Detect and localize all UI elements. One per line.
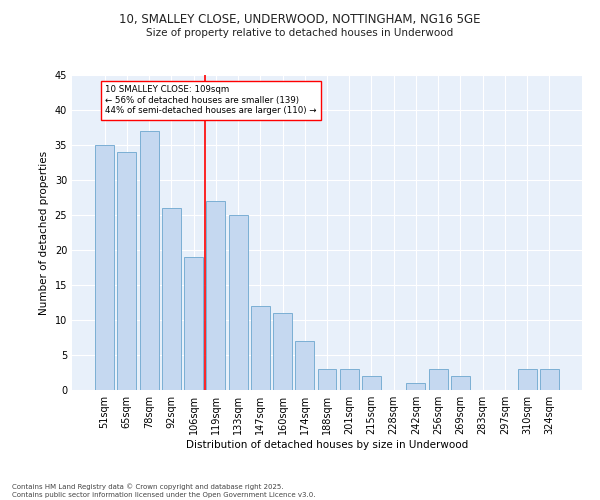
Bar [118, 152, 136, 390]
Bar [251, 306, 270, 390]
Bar [229, 215, 248, 390]
Bar [362, 376, 381, 390]
Bar [540, 369, 559, 390]
Bar [518, 369, 536, 390]
Text: Size of property relative to detached houses in Underwood: Size of property relative to detached ho… [146, 28, 454, 38]
X-axis label: Distribution of detached houses by size in Underwood: Distribution of detached houses by size … [186, 440, 468, 450]
Text: 10, SMALLEY CLOSE, UNDERWOOD, NOTTINGHAM, NG16 5GE: 10, SMALLEY CLOSE, UNDERWOOD, NOTTINGHAM… [119, 12, 481, 26]
Bar [340, 369, 359, 390]
Bar [295, 341, 314, 390]
Y-axis label: Number of detached properties: Number of detached properties [39, 150, 49, 314]
Bar [429, 369, 448, 390]
Bar [162, 208, 181, 390]
Bar [95, 145, 114, 390]
Bar [451, 376, 470, 390]
Bar [406, 383, 425, 390]
Bar [140, 131, 158, 390]
Text: 10 SMALLEY CLOSE: 109sqm
← 56% of detached houses are smaller (139)
44% of semi-: 10 SMALLEY CLOSE: 109sqm ← 56% of detach… [105, 86, 317, 116]
Bar [184, 257, 203, 390]
Bar [273, 313, 292, 390]
Bar [206, 201, 225, 390]
Text: Contains HM Land Registry data © Crown copyright and database right 2025.
Contai: Contains HM Land Registry data © Crown c… [12, 484, 316, 498]
Bar [317, 369, 337, 390]
